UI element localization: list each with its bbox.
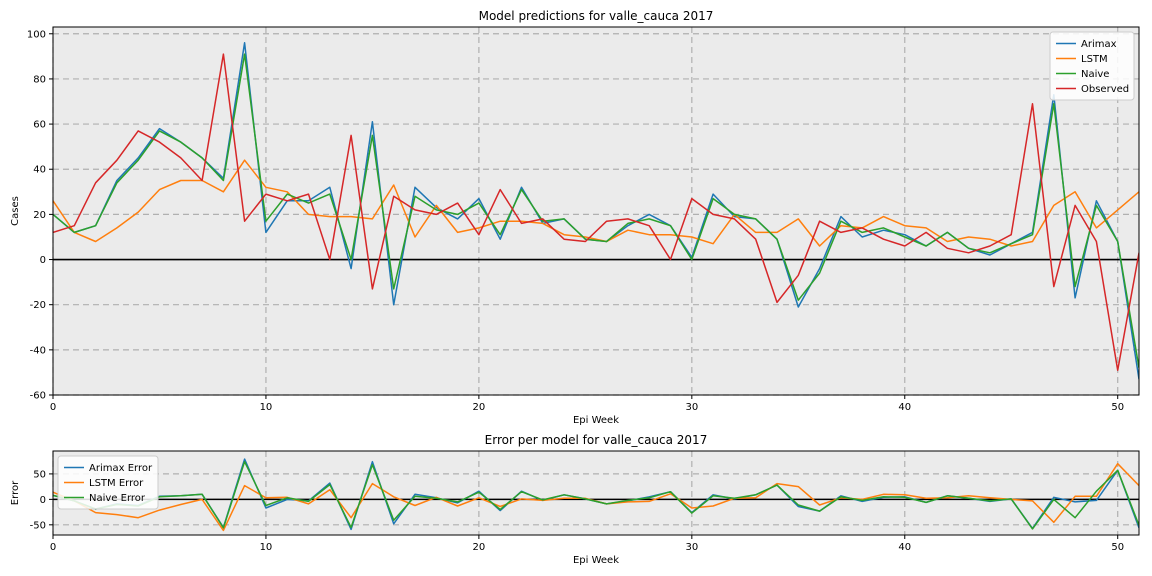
err-x-tick-label: 50 (1111, 542, 1124, 553)
err-legend: Arimax Error LSTM Error Naive Error (57, 455, 159, 510)
err-x-tick-label: 40 (898, 542, 911, 553)
pred-y-tick-label: 60 (33, 120, 46, 131)
pred-legend-label-arimax: Arimax (1081, 39, 1117, 50)
pred-y-tick-label: 100 (27, 29, 46, 40)
pred-legend-box (1049, 31, 1135, 101)
pred-x-tick-label: 50 (1111, 402, 1124, 413)
err-x-tick-label: 20 (473, 542, 486, 553)
err-legend-label-arimax-error: Arimax Error (89, 463, 153, 474)
err-x-tick-label: 30 (685, 542, 698, 553)
pred-y-tick-label: 40 (33, 165, 46, 176)
pred-y-tick-label: 20 (33, 210, 46, 221)
pred-legend-label-lstm: LSTM (1081, 54, 1108, 65)
pred-axes-background (53, 27, 1139, 395)
pred-x-tick-label: 0 (50, 402, 56, 413)
err-series-naive-error (53, 460, 1139, 530)
pred-series-lstm (53, 159, 1139, 247)
pred-y-tick-label: -40 (30, 345, 46, 356)
pred-legend: Arimax LSTM Naive Observed (1049, 31, 1135, 101)
err-legend-label-lstm-error: LSTM Error (89, 478, 144, 489)
pred-legend-label-observed: Observed (1081, 84, 1129, 95)
pred-axes-frame (52, 26, 1140, 396)
pred-y-axis-label: Cases (10, 196, 21, 226)
err-legend-box (57, 455, 159, 510)
err-y-tick-label: 50 (33, 469, 46, 480)
err-y-tick-label: 0 (40, 495, 46, 506)
pred-x-tick-label: 20 (473, 402, 486, 413)
pred-series-group (53, 42, 1139, 380)
pred-series-observed (53, 53, 1139, 371)
err-chart-title: Error per model for valle_cauca 2017 (485, 433, 708, 447)
pred-y-tick-label: -60 (30, 391, 46, 402)
err-series-group (53, 458, 1139, 532)
pred-x-axis-label: Epi Week (573, 415, 619, 426)
err-y-axis-label: Error (10, 480, 21, 505)
pred-series-naive (53, 53, 1139, 369)
pred-x-tick-label: 30 (685, 402, 698, 413)
err-x-tick-label: 10 (260, 542, 273, 553)
pred-y-tick-label: 0 (40, 255, 46, 266)
err-axes-frame (52, 450, 1140, 536)
err-legend-label-naive-error: Naive Error (89, 493, 146, 504)
predictions-plot: 0 10 20 30 40 50 -60 -40 -20 0 20 40 60 80 100 Model pr… (10, 9, 1140, 426)
pred-legend-label-naive: Naive (1081, 69, 1109, 80)
pred-x-tick-label: 10 (260, 402, 273, 413)
err-axes-background (53, 451, 1139, 535)
err-x-axis-label: Epi Week (573, 555, 619, 566)
error-plot: 0 10 20 30 40 50 -50 0 50 Error per model for val… (10, 433, 1140, 566)
err-x-tick-label: 0 (50, 542, 56, 553)
pred-chart-title: Model predictions for valle_cauca 2017 (479, 9, 714, 23)
pred-x-tick-label: 40 (898, 402, 911, 413)
pred-y-tick-label: 80 (33, 74, 46, 85)
pred-y-tick-label: -20 (30, 300, 46, 311)
err-y-tick-label: -50 (30, 520, 46, 531)
